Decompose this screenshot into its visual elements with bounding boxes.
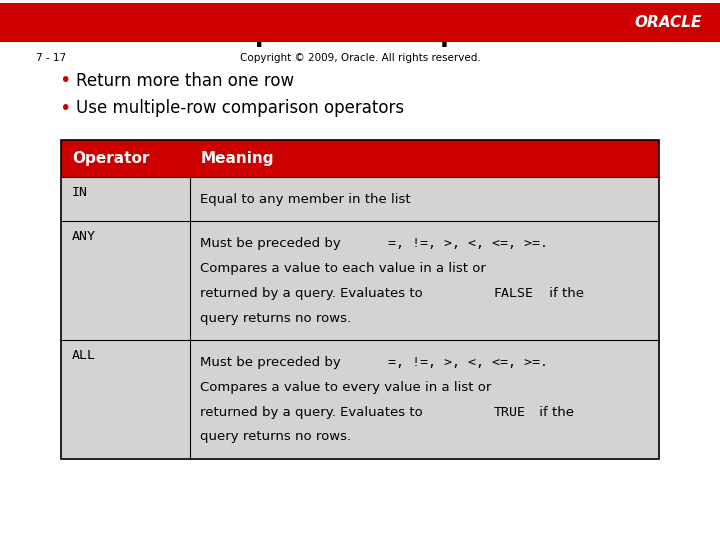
Text: Copyright © 2009, Oracle. All rights reserved.: Copyright © 2009, Oracle. All rights res… xyxy=(240,53,480,63)
Text: •: • xyxy=(59,71,71,91)
Text: query returns no rows.: query returns no rows. xyxy=(200,430,351,443)
Text: Equal to any member in the list: Equal to any member in the list xyxy=(200,193,411,206)
Text: •: • xyxy=(59,98,71,118)
Bar xyxy=(61,177,659,221)
Text: TRUE: TRUE xyxy=(493,406,526,419)
Text: Compares a value to every value in a list or: Compares a value to every value in a lis… xyxy=(200,381,492,394)
Text: 7 - 17: 7 - 17 xyxy=(36,53,66,63)
Text: Operator: Operator xyxy=(72,151,149,166)
Bar xyxy=(61,221,659,340)
Text: ALL: ALL xyxy=(72,349,96,362)
Text: if the: if the xyxy=(535,406,574,419)
Text: if the: if the xyxy=(545,287,584,300)
Text: =, !=, >, <, <=, >=.: =, !=, >, <, <=, >=. xyxy=(387,237,548,250)
Text: ANY: ANY xyxy=(72,230,96,243)
Text: Meaning: Meaning xyxy=(200,151,274,166)
Text: Multiple-Row Subqueries: Multiple-Row Subqueries xyxy=(184,23,536,47)
Text: Compares a value to each value in a list or: Compares a value to each value in a list… xyxy=(200,262,486,275)
Text: Must be preceded by: Must be preceded by xyxy=(200,356,346,369)
Bar xyxy=(61,140,659,459)
Text: FALSE: FALSE xyxy=(493,287,534,300)
Text: Use multiple-row comparison operators: Use multiple-row comparison operators xyxy=(76,99,404,117)
Text: IN: IN xyxy=(72,186,88,199)
Text: Return more than one row: Return more than one row xyxy=(76,72,294,90)
Text: query returns no rows.: query returns no rows. xyxy=(200,312,351,325)
Text: returned by a query. Evaluates to: returned by a query. Evaluates to xyxy=(200,406,428,419)
Text: returned by a query. Evaluates to: returned by a query. Evaluates to xyxy=(200,287,428,300)
Bar xyxy=(61,140,659,177)
Bar xyxy=(61,340,659,459)
Text: =, !=, >, <, <=, >=.: =, !=, >, <, <=, >=. xyxy=(387,356,548,369)
Text: Must be preceded by: Must be preceded by xyxy=(200,237,346,250)
Bar xyxy=(0,3,720,42)
Text: ORACLE: ORACLE xyxy=(634,15,702,30)
